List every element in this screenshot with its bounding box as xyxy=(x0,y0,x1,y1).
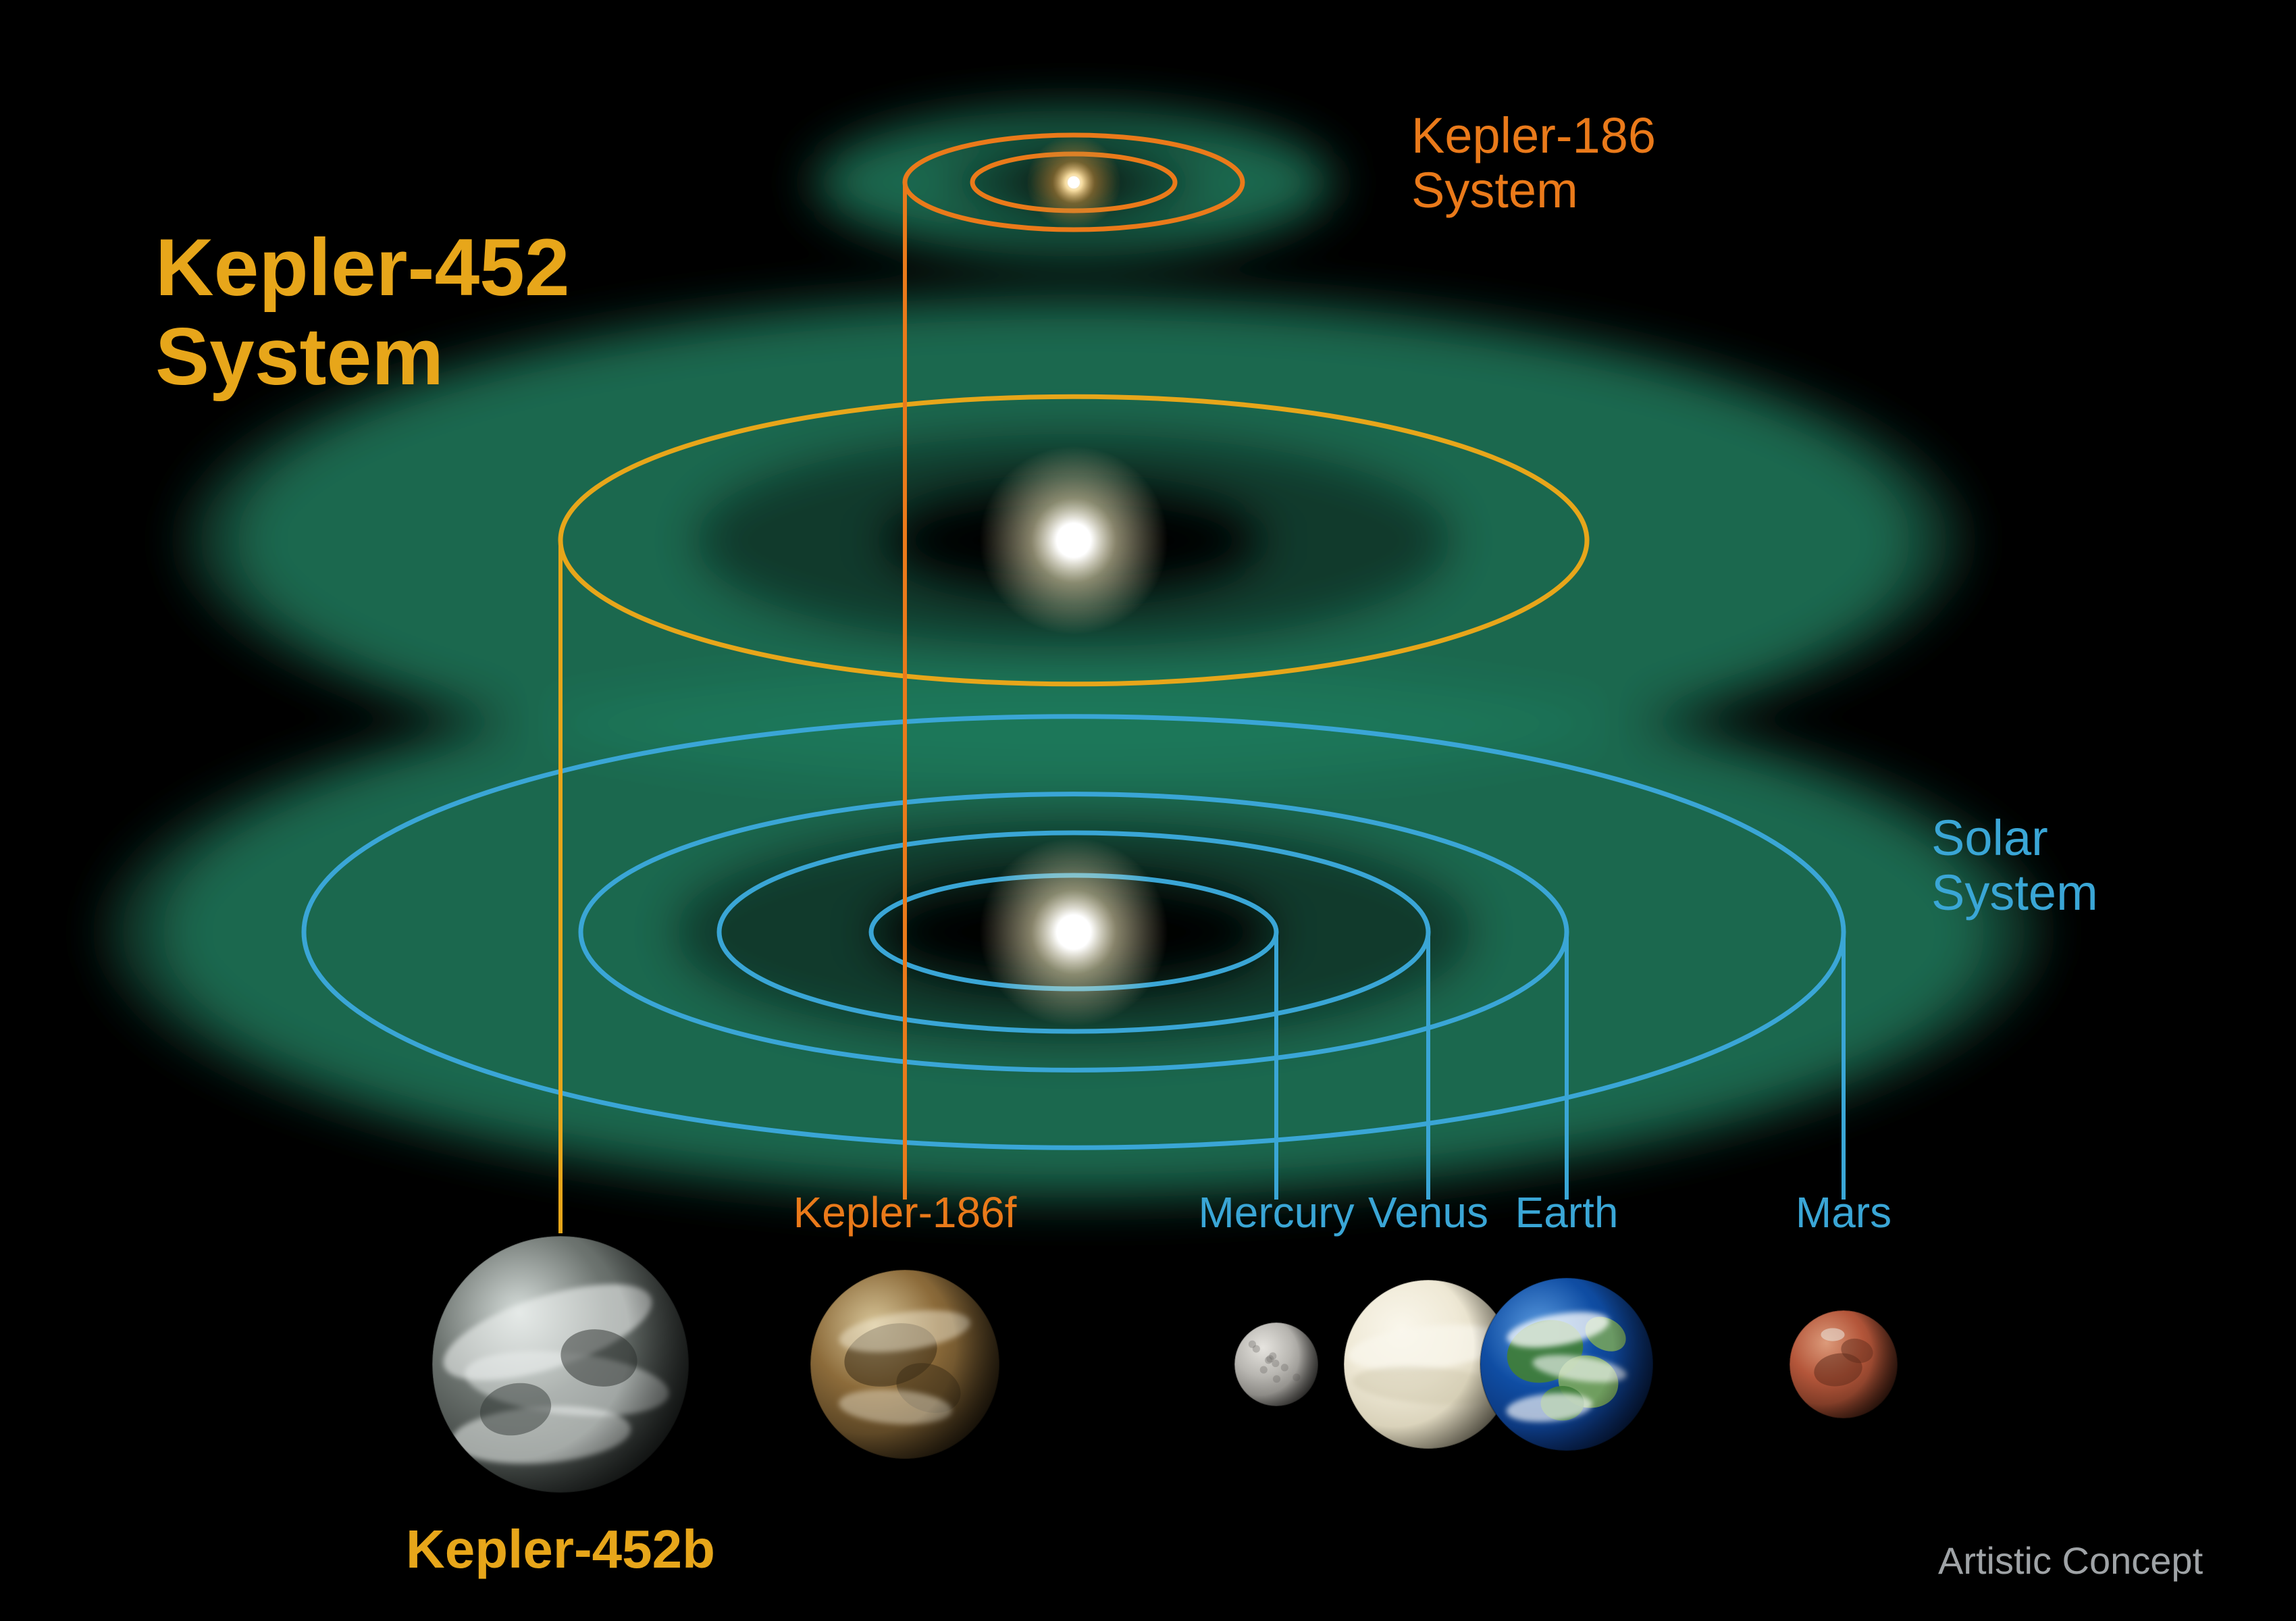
diagram-stage: Kepler-186 System Kepler-452 System Solar … xyxy=(0,0,2296,1621)
label-solar-title: Solar System xyxy=(1931,810,2098,921)
planet-mercury xyxy=(1234,1322,1318,1406)
label-footer: Artistic Concept xyxy=(1938,1540,2203,1582)
label-mercury: Mercury xyxy=(1198,1189,1354,1236)
planet-kepler452b xyxy=(432,1236,689,1493)
planet-kepler186f xyxy=(810,1270,999,1459)
label-mars: Mars xyxy=(1796,1189,1891,1236)
label-kepler186-title: Kepler-186 System xyxy=(1411,108,1656,218)
label-kepler186f: Kepler-186f xyxy=(793,1189,1017,1236)
label-kepler452b: Kepler-452b xyxy=(406,1520,715,1579)
label-venus: Venus xyxy=(1368,1189,1488,1236)
label-kepler452-title: Kepler-452 System xyxy=(155,223,570,401)
label-earth: Earth xyxy=(1515,1189,1619,1236)
planet-mars xyxy=(1790,1310,1898,1418)
planet-earth xyxy=(1480,1278,1653,1451)
